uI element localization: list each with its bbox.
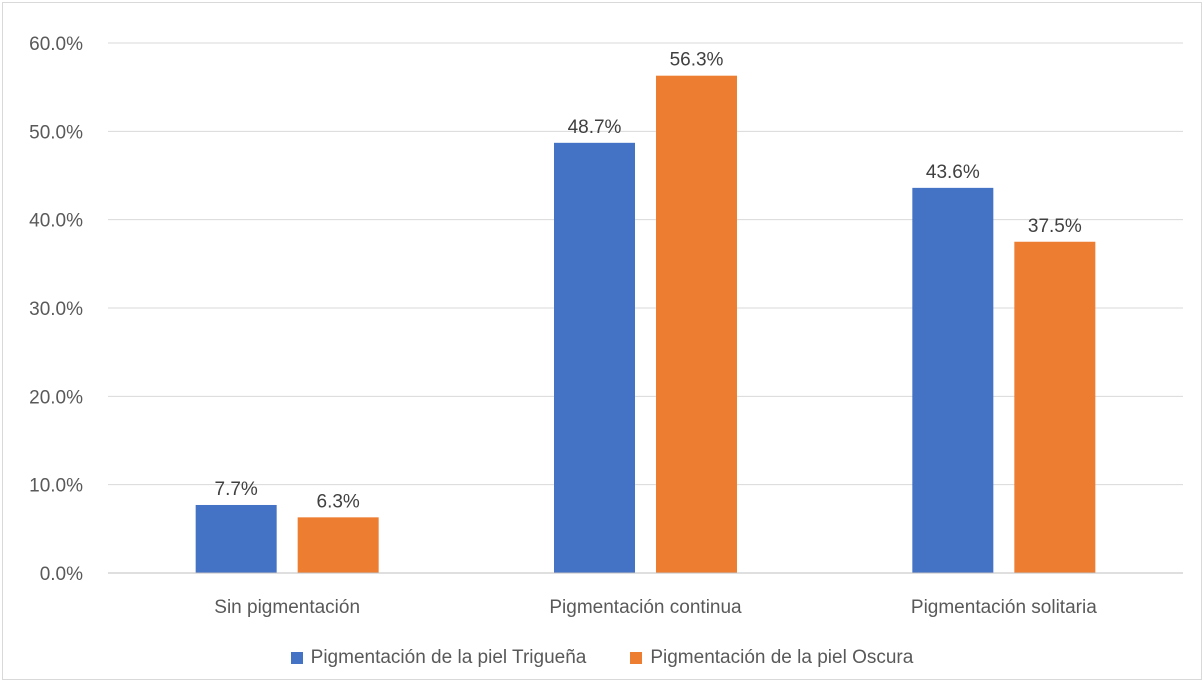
y-tick-label: 10.0% xyxy=(29,476,83,497)
legend-label-series-1: Pigmentación de la piel Trigueña xyxy=(310,647,587,668)
bar xyxy=(195,504,277,573)
legend-swatch-series-1 xyxy=(290,652,303,664)
bar xyxy=(912,187,994,573)
legend-swatch-series-2 xyxy=(630,652,643,664)
legend-label-series-2: Pigmentación de la piel Oscura xyxy=(650,647,914,668)
bar xyxy=(297,517,379,573)
legend-item-series-2: Pigmentación de la piel Oscura xyxy=(630,647,913,669)
legend-item-series-1: Pigmentación de la piel Trigueña xyxy=(290,647,587,669)
y-tick-label: 0.0% xyxy=(40,564,83,585)
x-category-label: Sin pigmentación xyxy=(214,597,360,618)
data-label: 48.7% xyxy=(568,117,622,138)
x-category-label: Pigmentación continua xyxy=(549,597,742,618)
y-tick-label: 50.0% xyxy=(29,122,83,143)
y-tick-label: 20.0% xyxy=(29,387,83,408)
data-label: 7.7% xyxy=(215,479,258,500)
bar xyxy=(554,142,635,574)
y-tick-label: 60.0% xyxy=(29,34,83,55)
data-label: 43.6% xyxy=(926,162,980,183)
data-label: 37.5% xyxy=(1028,216,1082,237)
bar-chart: 0.0% 10.0% 20.0% 30.0% 40.0% 50.0% 60.0% 7.7% 6.… xyxy=(29,34,1183,618)
data-label: 6.3% xyxy=(317,491,360,512)
data-label: 56.3% xyxy=(670,50,724,71)
y-tick-label: 40.0% xyxy=(29,211,83,232)
y-tick-label: 30.0% xyxy=(29,299,83,320)
bar xyxy=(656,75,737,573)
x-category-label: Pigmentación solitaria xyxy=(911,597,1097,618)
legend: Pigmentación de la piel Trigueña Pigment… xyxy=(3,647,1201,669)
bar xyxy=(1014,241,1096,573)
